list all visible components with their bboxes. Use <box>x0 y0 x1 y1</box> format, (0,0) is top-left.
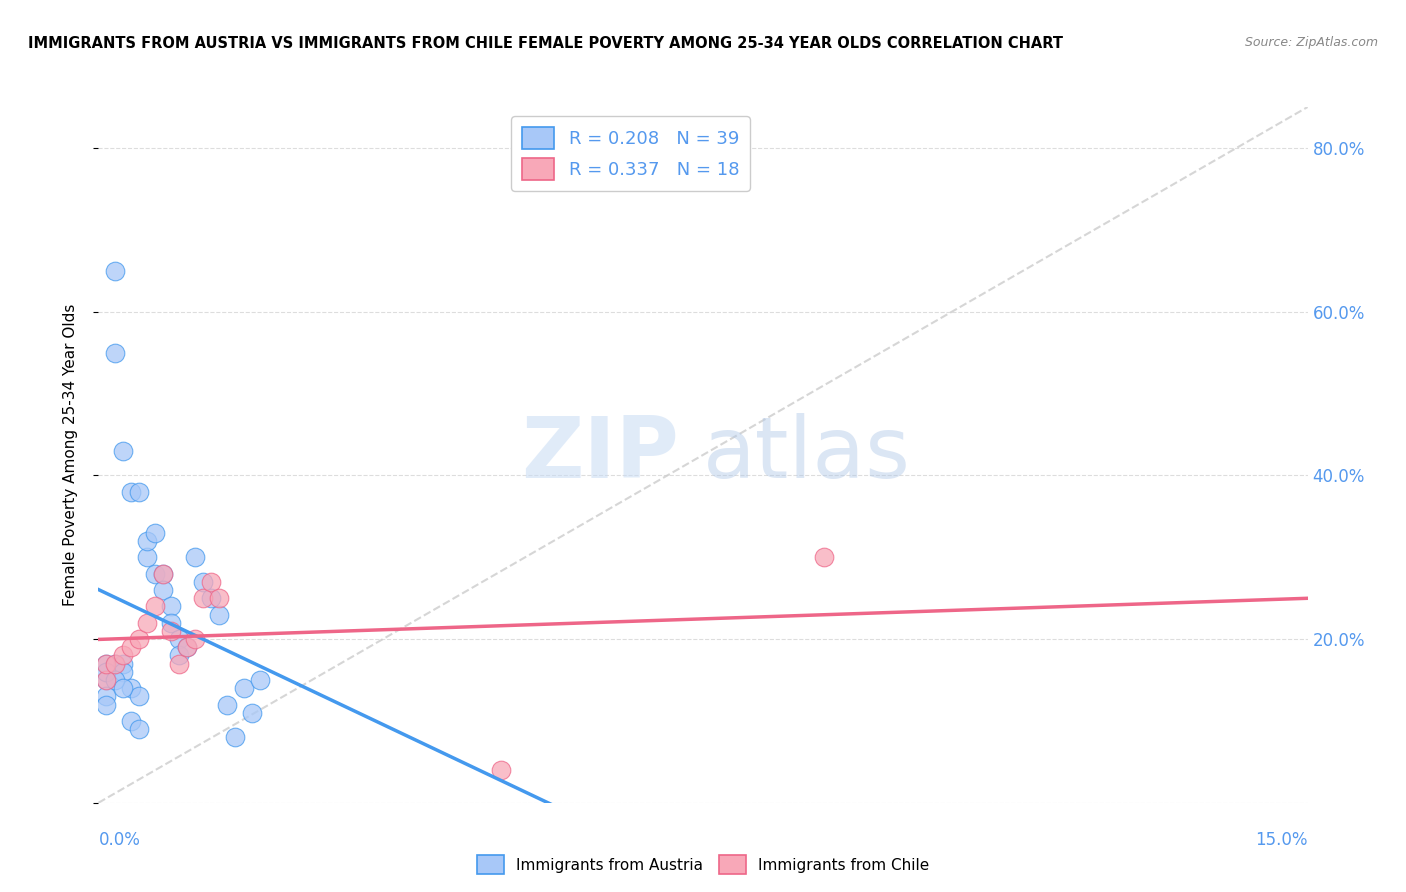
Point <box>120 640 142 655</box>
Point <box>167 632 190 646</box>
Point <box>111 657 134 671</box>
Point <box>152 566 174 581</box>
Point <box>232 681 254 696</box>
Point <box>184 550 207 565</box>
Point <box>193 591 215 606</box>
Point <box>120 714 142 728</box>
Point <box>167 657 190 671</box>
Text: IMMIGRANTS FROM AUSTRIA VS IMMIGRANTS FROM CHILE FEMALE POVERTY AMONG 25-34 YEAR: IMMIGRANTS FROM AUSTRIA VS IMMIGRANTS FR… <box>28 36 1063 51</box>
Point <box>217 698 239 712</box>
Point <box>193 574 215 589</box>
Point <box>111 443 134 458</box>
Point <box>200 591 222 606</box>
Point <box>96 657 118 671</box>
Point <box>96 690 118 704</box>
Point <box>135 615 157 630</box>
Point <box>135 533 157 548</box>
Point <box>120 681 142 696</box>
Point <box>160 599 183 614</box>
Point <box>103 657 125 671</box>
Point <box>143 599 166 614</box>
Point <box>160 624 183 638</box>
Point <box>135 550 157 565</box>
Point <box>176 640 198 655</box>
Point <box>176 640 198 655</box>
Point <box>96 665 118 679</box>
Point <box>128 722 150 736</box>
Point <box>143 525 166 540</box>
Point <box>813 550 835 565</box>
Point <box>103 657 125 671</box>
Point <box>120 484 142 499</box>
Text: atlas: atlas <box>703 413 911 497</box>
Point <box>103 345 125 359</box>
Legend: Immigrants from Austria, Immigrants from Chile: Immigrants from Austria, Immigrants from… <box>471 849 935 880</box>
Point <box>143 566 166 581</box>
Point <box>128 484 150 499</box>
Text: ZIP: ZIP <box>522 413 679 497</box>
Point <box>240 706 263 720</box>
Legend: R = 0.208   N = 39, R = 0.337   N = 18: R = 0.208 N = 39, R = 0.337 N = 18 <box>510 116 749 191</box>
Point <box>128 632 150 646</box>
Text: 15.0%: 15.0% <box>1256 830 1308 848</box>
Point <box>111 665 134 679</box>
Point <box>96 673 118 687</box>
Point <box>96 657 118 671</box>
Point <box>128 690 150 704</box>
Point <box>111 648 134 663</box>
Point <box>103 264 125 278</box>
Point <box>160 615 183 630</box>
Point <box>224 731 246 745</box>
Point <box>200 574 222 589</box>
Point <box>249 673 271 687</box>
Point <box>491 763 513 777</box>
Point <box>208 591 231 606</box>
Point <box>184 632 207 646</box>
Text: 0.0%: 0.0% <box>98 830 141 848</box>
Text: Source: ZipAtlas.com: Source: ZipAtlas.com <box>1244 36 1378 49</box>
Y-axis label: Female Poverty Among 25-34 Year Olds: Female Poverty Among 25-34 Year Olds <box>63 304 77 606</box>
Point <box>167 648 190 663</box>
Point <box>208 607 231 622</box>
Point <box>96 673 118 687</box>
Point <box>103 673 125 687</box>
Point <box>152 566 174 581</box>
Point <box>152 582 174 597</box>
Point <box>96 698 118 712</box>
Point <box>111 681 134 696</box>
